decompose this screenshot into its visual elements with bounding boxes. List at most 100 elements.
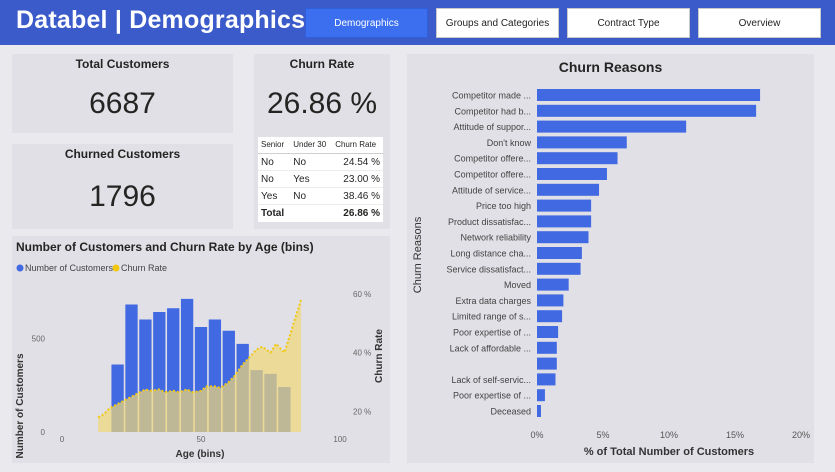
total-customers-card: Total Customers 6687 <box>12 54 233 133</box>
churn-rate-line <box>97 299 303 419</box>
reason-bar[interactable] <box>537 104 757 117</box>
cell-under30: Yes <box>290 170 333 188</box>
churn-rate-area <box>98 299 302 432</box>
reason-label: Competitor had b... <box>454 106 531 116</box>
reason-label: Extra data charges <box>455 296 531 306</box>
age-x-axis-title: Age (bins) <box>176 449 225 460</box>
table-row: Yes No 38.46 % <box>258 187 383 205</box>
reason-bar[interactable] <box>537 262 581 275</box>
reason-label: Competitor offere... <box>454 154 531 164</box>
reason-bar[interactable] <box>537 310 563 323</box>
reason-bar[interactable] <box>537 247 582 259</box>
age-y-tick-label: 0 <box>41 428 46 437</box>
reasons-x-tick-label: 20% <box>792 430 810 440</box>
total-customers-label: Total Customers <box>75 57 170 71</box>
reason-label: Long distance cha... <box>450 249 531 259</box>
churn-reasons-svg: Competitor made ... Competitor had b... At… <box>412 89 810 458</box>
churned-customers-card: Churned Customers 1796 <box>12 144 233 229</box>
reason-label: Product dissatisfac... <box>448 217 531 227</box>
cell-under30: No <box>290 187 333 205</box>
reason-bar[interactable] <box>537 294 564 307</box>
reason-label: Competitor made ... <box>452 91 531 101</box>
cell-total-blank <box>290 204 333 222</box>
cell-senior: Yes <box>258 187 291 205</box>
nav-contract-type-button[interactable]: Contract Type <box>567 8 690 38</box>
nav-demographics-button[interactable]: Demographics <box>305 8 428 38</box>
reason-label: Lack of self-servic... <box>451 375 531 385</box>
age-x-tick-label: 50 <box>197 435 206 444</box>
table-header-row: Senior Under 30 Churn Rate <box>258 137 383 154</box>
reason-bar[interactable] <box>537 89 761 101</box>
cell-senior: No <box>258 153 291 171</box>
reason-bar[interactable] <box>537 168 607 180</box>
nav-overview-button[interactable]: Overview <box>698 8 821 38</box>
reason-bar[interactable] <box>537 373 556 386</box>
reason-bar[interactable] <box>537 405 541 417</box>
reason-label: Limited range of s... <box>452 312 531 322</box>
churn-reasons-title: Churn Reasons <box>558 59 663 75</box>
cell-total-churn-rate: 26.86 % <box>332 204 383 222</box>
legend-customers-label: Number of Customers <box>25 263 114 273</box>
age-chart-title: Number of Customers and Churn Rate by Ag… <box>16 240 314 254</box>
churn-rate-label: Churn Rate <box>289 57 355 71</box>
reason-bar[interactable] <box>537 341 557 354</box>
total-customers-value: 6687 <box>89 87 156 120</box>
reason-bar[interactable] <box>537 199 592 212</box>
reasons-x-tick-label: 5% <box>596 430 609 440</box>
header-bar: Databel | Demographics Demographics Grou… <box>0 0 835 45</box>
reason-label: Attitude of service... <box>452 185 531 195</box>
age-x-tick-label: 100 <box>333 435 347 444</box>
column-header-churn-rate[interactable]: Churn Rate <box>332 137 383 154</box>
reason-label: Network reliability <box>460 233 531 243</box>
age-y-axis-title: Number of Customers <box>15 353 26 458</box>
churned-customers-value: 1796 <box>89 180 156 213</box>
cell-senior: No <box>258 170 291 188</box>
reason-label: Don't know <box>487 138 532 148</box>
reason-bar[interactable] <box>537 215 592 228</box>
cell-churn-rate: 24.54 % <box>332 153 383 171</box>
reasons-x-tick-label: 15% <box>726 430 744 440</box>
reason-bar[interactable] <box>537 120 687 133</box>
legend-churn-label: Churn Rate <box>121 263 167 273</box>
legend-customers-marker <box>16 264 24 272</box>
table-row: No No 24.54 % <box>258 153 383 171</box>
reason-label: Moved <box>504 280 531 290</box>
reason-bar[interactable] <box>537 231 589 244</box>
reason-label: Attitude of suppor... <box>453 122 531 132</box>
cell-churn-rate: 38.46 % <box>332 187 383 205</box>
reason-label: Poor expertise of ... <box>453 391 531 401</box>
age-y2-tick-label: 20 % <box>353 407 371 416</box>
reason-bar[interactable] <box>537 326 559 338</box>
age-x-tick-label: 0 <box>60 435 65 444</box>
age-y-tick-label: 500 <box>32 334 46 343</box>
reason-label: Price too high <box>476 201 531 211</box>
table-row: No Yes 23.00 % <box>258 170 383 188</box>
reason-label: Poor expertise of ... <box>453 328 531 338</box>
reason-bar[interactable] <box>537 152 618 165</box>
churned-customers-label: Churned Customers <box>64 147 181 161</box>
column-header-under30[interactable]: Under 30 <box>290 137 333 154</box>
column-header-senior[interactable]: Senior <box>258 137 291 154</box>
reasons-y-axis-title: Churn Reasons <box>412 216 424 293</box>
age-y2-tick-label: 60 % <box>353 290 371 299</box>
reason-bar[interactable] <box>537 357 557 370</box>
page-title: Databel | Demographics <box>16 6 306 34</box>
churn-rate-value: 26.86 % <box>266 87 378 120</box>
cell-churn-rate: 23.00 % <box>332 170 383 188</box>
age-y2-axis-title: Churn Rate <box>374 329 385 383</box>
reason-label: Service dissatisfact... <box>446 264 531 274</box>
reason-bar[interactable] <box>537 389 545 402</box>
reasons-x-tick-label: 10% <box>660 430 678 440</box>
reasons-x-tick-label: 0% <box>530 430 543 440</box>
table-total-row: Total 26.86 % <box>258 204 383 222</box>
reason-bar[interactable] <box>537 136 627 149</box>
reason-bar[interactable] <box>537 183 600 196</box>
legend-churn-marker <box>112 264 120 272</box>
reason-label: Deceased <box>490 407 531 417</box>
reasons-x-axis-title: % of Total Number of Customers <box>584 446 754 458</box>
cell-total-label: Total <box>258 204 291 222</box>
reason-label: Competitor offere... <box>454 170 531 180</box>
nav-groups-button[interactable]: Groups and Categories <box>436 8 559 38</box>
reason-bar[interactable] <box>537 278 569 291</box>
